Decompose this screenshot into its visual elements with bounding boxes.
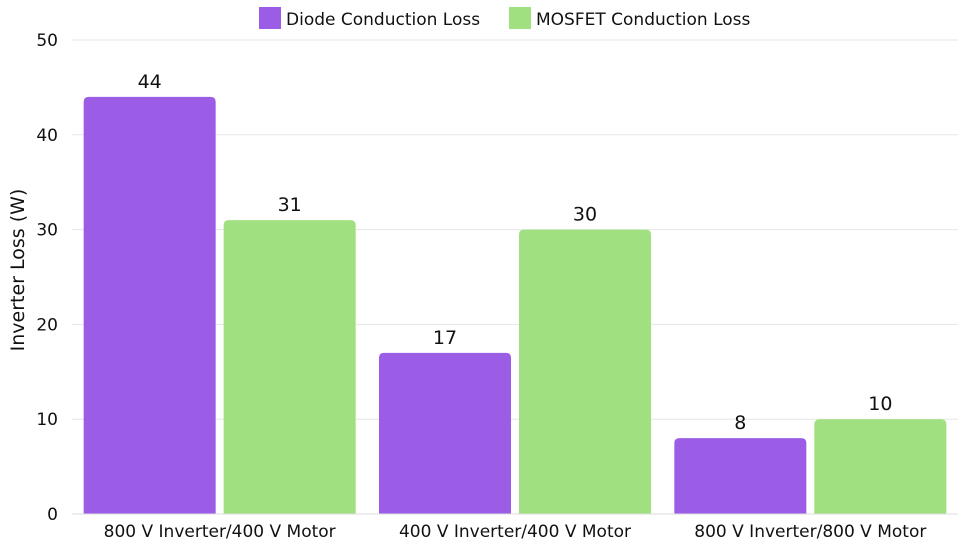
y-tick-label: 20 [36, 315, 58, 335]
bar-diode-2 [674, 438, 807, 514]
data-label: 44 [138, 71, 162, 93]
bar-mosfet-1 [519, 229, 651, 514]
bar-mosfet-2 [814, 419, 947, 514]
data-label: 31 [278, 194, 302, 216]
y-axis-title: Inverter Loss (W) [7, 189, 29, 352]
legend-label: MOSFET Conduction Loss [536, 10, 751, 30]
x-category-label: 400 V Inverter/400 V Motor [399, 522, 631, 540]
bar-mosfet-0 [223, 220, 356, 514]
x-axis-category-labels: 800 V Inverter/400 V Motor 400 V Inverter… [104, 522, 927, 540]
data-label: 30 [573, 204, 597, 226]
legend-label: Diode Conduction Loss [286, 10, 480, 30]
y-tick-label: 10 [36, 410, 58, 430]
bars [83, 96, 947, 514]
gridlines [72, 39, 958, 420]
x-category-label: 800 V Inverter/800 V Motor [694, 522, 926, 540]
bar-diode-0 [83, 96, 216, 514]
legend-swatch [259, 7, 281, 29]
y-tick-label: 50 [36, 31, 58, 51]
data-label: 17 [433, 327, 457, 349]
y-axis-ticks: 0 10 20 30 40 50 [36, 31, 58, 525]
y-tick-label: 0 [47, 505, 58, 525]
data-label: 8 [734, 412, 746, 434]
bar-diode-1 [379, 352, 511, 514]
data-label: 10 [868, 393, 892, 415]
y-tick-label: 30 [36, 221, 58, 241]
data-labels: 44 31 17 30 8 10 [138, 71, 893, 434]
legend-swatch [509, 7, 531, 29]
x-category-label: 800 V Inverter/400 V Motor [104, 522, 336, 540]
y-tick-label: 40 [36, 126, 58, 146]
legend: Diode Conduction Loss MOSFET Conduction L… [259, 7, 751, 30]
